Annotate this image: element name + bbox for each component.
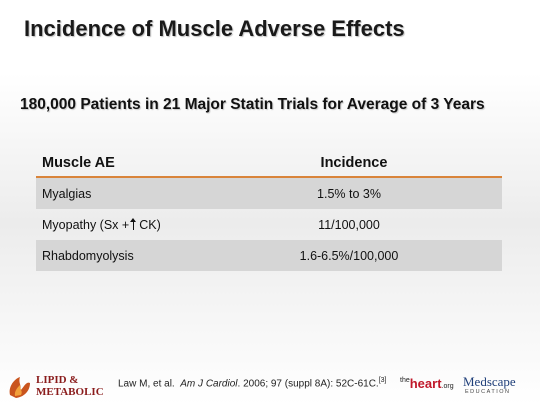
medscape-logo-sub: EDUCATION bbox=[465, 389, 511, 395]
cell-incidence: 11/100,000 bbox=[318, 217, 380, 232]
table-row: Myopathy (Sx + CK) 11/100,000 bbox=[36, 209, 502, 240]
lipid-logo-line1: LIPID & bbox=[36, 374, 79, 386]
table-header: Muscle AE Incidence bbox=[36, 150, 502, 178]
heart-logo-main: heart bbox=[409, 376, 442, 391]
cell-ae-suffix: CK) bbox=[139, 217, 161, 232]
lipid-logo-line2: METABOLIC bbox=[36, 386, 104, 398]
citation-ref: [3] bbox=[378, 377, 387, 384]
medscape-education-logo: Medscape EDUCATION bbox=[463, 374, 535, 402]
heart-logo-pre: the bbox=[400, 377, 410, 384]
muscle-ae-table: Muscle AE Incidence Myalgias 1.5% to 3% … bbox=[36, 150, 502, 271]
theheart-org-logo: theheart.org bbox=[400, 376, 454, 391]
citation-journal: Am J Cardiol bbox=[180, 378, 238, 390]
lipid-logo-icon bbox=[9, 377, 30, 398]
lipid-metabolic-logo: LIPID & METABOLIC bbox=[6, 373, 112, 401]
medscape-logo-name: Medscape bbox=[463, 374, 516, 389]
cell-ae: Myalgias bbox=[42, 186, 92, 201]
citation-details: . 2006; 97 (suppl 8A): 52C-61C. bbox=[237, 378, 379, 390]
cell-ae: Myopathy (Sx + CK) bbox=[36, 217, 236, 232]
citation-authors: Law M, et al. bbox=[118, 378, 175, 390]
cell-incidence: 1.6-6.5%/100,000 bbox=[299, 248, 399, 263]
table-row: Rhabdomyolysis 1.6-6.5%/100,000 bbox=[36, 240, 502, 271]
slide-title: Incidence of Muscle Adverse Effects bbox=[24, 16, 405, 41]
header-muscle-ae: Muscle AE bbox=[42, 155, 115, 171]
cell-incidence: 1.5% to 3% bbox=[317, 186, 381, 201]
up-arrow-icon bbox=[130, 217, 138, 230]
header-incidence: Incidence bbox=[320, 155, 388, 171]
citation: Law M, et al. Am J Cardiol. 2006; 97 (su… bbox=[118, 377, 387, 389]
table-row: Myalgias 1.5% to 3% bbox=[36, 178, 502, 209]
slide-subtitle: 180,000 Patients in 21 Major Statin Tria… bbox=[20, 96, 485, 113]
cell-ae: Rhabdomyolysis bbox=[42, 248, 134, 263]
heart-logo-suffix: .org bbox=[441, 383, 454, 390]
cell-ae-prefix: Myopathy (Sx + bbox=[42, 217, 130, 232]
